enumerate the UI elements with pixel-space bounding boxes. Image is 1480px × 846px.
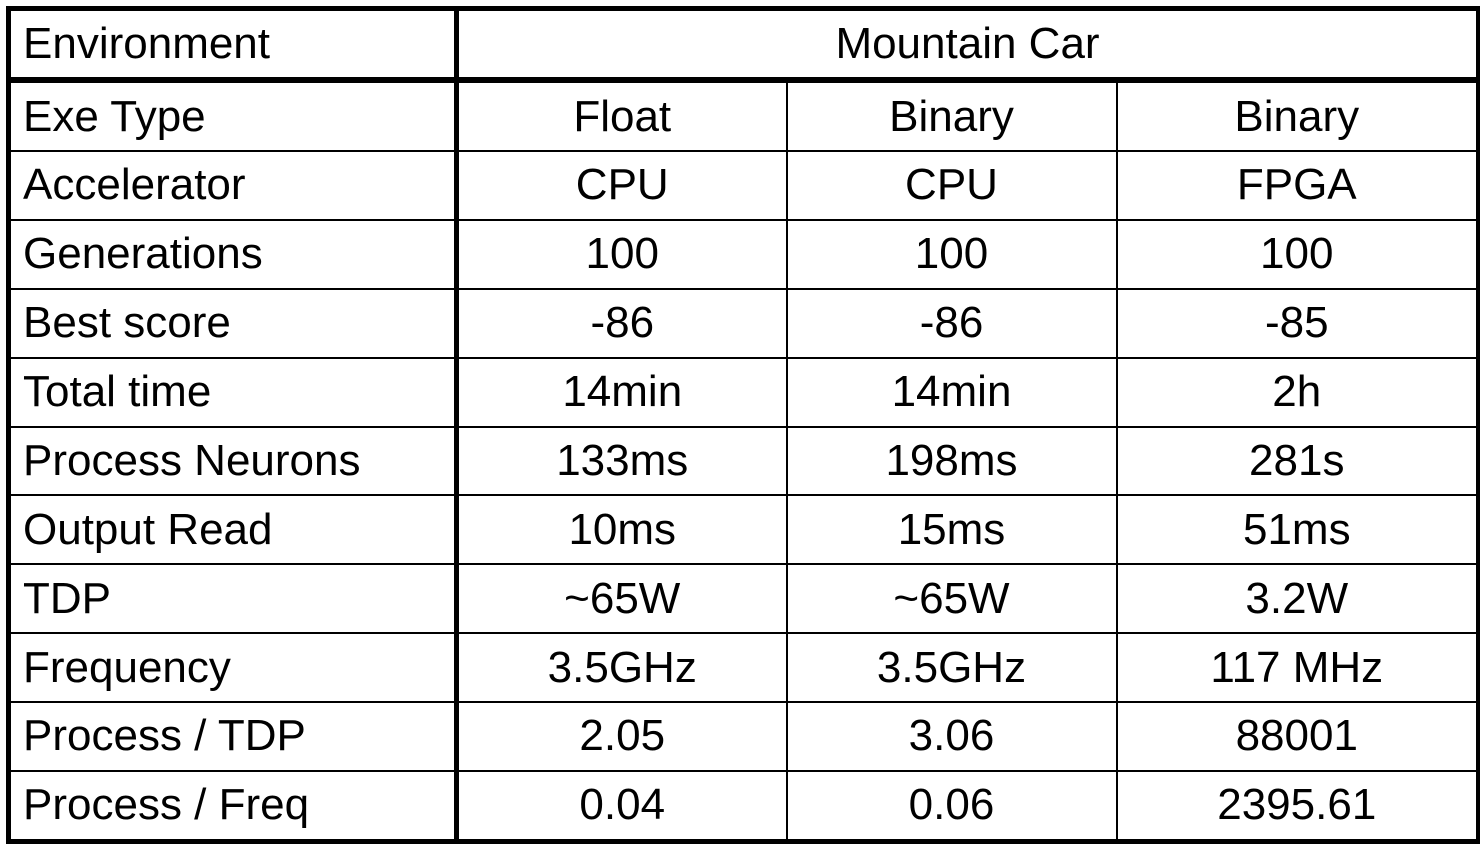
table-cell: CPU [785,150,1118,221]
row-label: Process / Freq [7,769,459,843]
table-row: Generations 100 100 100 [7,218,1480,290]
table-cell: 2h [1115,356,1480,428]
table-cell: -86 [785,287,1118,359]
table-row: Process / Freq 0.04 0.06 2395.61 [7,769,1480,843]
row-label: Frequency [7,632,459,704]
table-cell: 117 MHz [1115,632,1480,704]
row-label: TDP [7,563,459,635]
row-label: Output Read [7,494,459,566]
table-cell: 14min [455,356,788,428]
table-row: TDP ~65W ~65W 3.2W [7,563,1480,635]
environment-name: Mountain Car [455,7,1480,84]
table-row: Process / TDP 2.05 3.06 88001 [7,701,1480,772]
row-label: Accelerator [7,150,459,221]
table-cell: 10ms [455,494,788,566]
table-cell: 100 [1115,218,1480,290]
table-cell: 2.05 [455,701,788,772]
table-cell: Binary [1115,79,1480,153]
table-cell: 14min [785,356,1118,428]
table-row: Process Neurons 133ms 198ms 281s [7,425,1480,497]
table-cell: 0.06 [785,769,1118,843]
table-cell: 88001 [1115,701,1480,772]
table-cell: 198ms [785,425,1118,497]
table-row: Best score -86 -86 -85 [7,287,1480,359]
table-cell: 281s [1115,425,1480,497]
table-cell: Float [455,79,788,153]
table-row: Exe Type Float Binary Binary [7,79,1480,153]
row-label: Process Neurons [7,425,459,497]
environment-header: Environment [7,7,459,84]
table-cell: FPGA [1115,150,1480,221]
results-table-body: Environment Mountain Car Exe Type Float … [7,7,1480,843]
table-cell: 0.04 [455,769,788,843]
table-cell: 100 [785,218,1118,290]
table-cell: -85 [1115,287,1480,359]
table-cell: 100 [455,218,788,290]
table-row: Accelerator CPU CPU FPGA [7,150,1480,221]
header-row: Environment Mountain Car [7,7,1480,84]
table-cell: 15ms [785,494,1118,566]
table-cell: -86 [455,287,788,359]
table-row: Total time 14min 14min 2h [7,356,1480,428]
table-cell: 3.5GHz [455,632,788,704]
table-cell: 3.06 [785,701,1118,772]
table-row: Output Read 10ms 15ms 51ms [7,494,1480,566]
table-cell: 51ms [1115,494,1480,566]
row-label: Total time [7,356,459,428]
table-cell: Binary [785,79,1118,153]
row-label: Best score [7,287,459,359]
table-cell: 3.5GHz [785,632,1118,704]
results-table: Environment Mountain Car Exe Type Float … [6,6,1480,844]
table-row: Frequency 3.5GHz 3.5GHz 117 MHz [7,632,1480,704]
table-cell: CPU [455,150,788,221]
row-label: Exe Type [7,79,459,153]
row-label: Generations [7,218,459,290]
table-cell: 2395.61 [1115,769,1480,843]
table-cell: ~65W [455,563,788,635]
table-cell: 133ms [455,425,788,497]
table-cell: ~65W [785,563,1118,635]
row-label: Process / TDP [7,701,459,772]
table-cell: 3.2W [1115,563,1480,635]
